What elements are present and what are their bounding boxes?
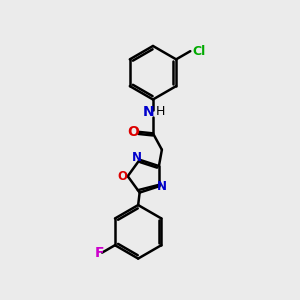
Text: H: H [156,106,165,118]
Text: O: O [128,125,140,139]
Text: N: N [132,151,142,164]
Text: O: O [117,170,128,183]
Text: Cl: Cl [193,45,206,58]
Text: F: F [94,246,104,260]
Text: N: N [157,180,167,194]
Text: N: N [143,105,154,119]
